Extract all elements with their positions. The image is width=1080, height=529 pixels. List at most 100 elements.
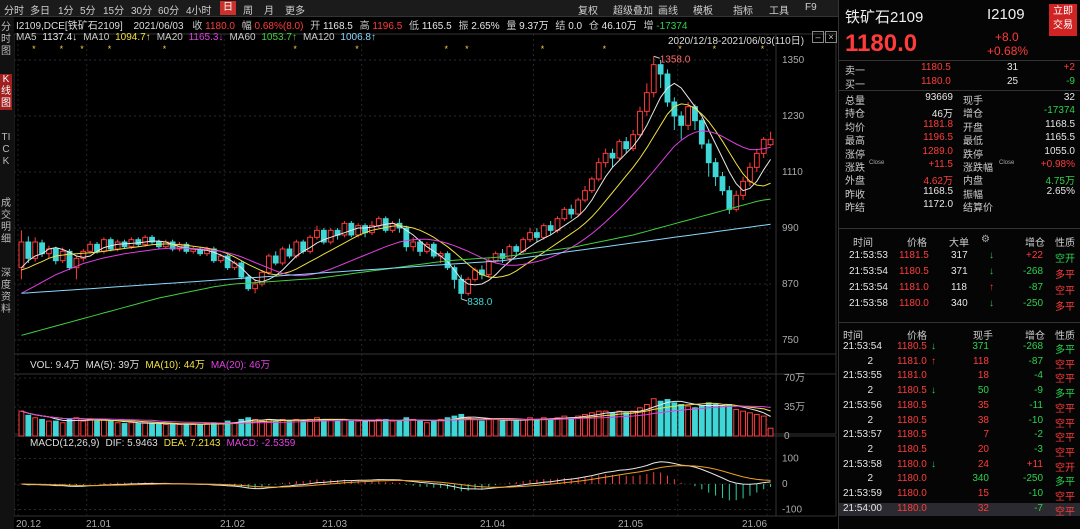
candle[interactable] (719, 172, 726, 196)
close-icon[interactable]: × (825, 31, 837, 43)
candle[interactable] (698, 118, 705, 149)
toolbar-item[interactable]: 复权 (578, 6, 598, 17)
candle[interactable] (465, 277, 472, 296)
toolbar-item[interactable]: 分时 (4, 6, 24, 17)
candle[interactable] (73, 256, 80, 280)
candle[interactable] (657, 60, 664, 88)
candle[interactable] (561, 207, 568, 221)
side-tab[interactable]: 成交明细 (1, 198, 11, 245)
candle[interactable] (272, 251, 279, 266)
candle[interactable] (341, 221, 348, 238)
toolbar-item[interactable]: 超级叠加 (613, 6, 653, 17)
candle[interactable] (451, 265, 458, 289)
candle[interactable] (320, 228, 327, 245)
toolbar-item[interactable]: 工具 (769, 6, 789, 17)
candle[interactable] (279, 246, 286, 266)
candle[interactable] (588, 176, 595, 193)
candle[interactable] (609, 148, 616, 168)
candle[interactable] (506, 244, 513, 261)
candle[interactable] (753, 148, 760, 172)
candle[interactable] (616, 139, 623, 161)
candle[interactable] (671, 97, 678, 130)
candle[interactable] (87, 241, 94, 254)
candle[interactable] (540, 223, 547, 240)
candle[interactable] (712, 158, 719, 186)
candle[interactable] (417, 239, 423, 256)
candle[interactable] (767, 131, 774, 147)
candle[interactable] (25, 236, 32, 263)
candle[interactable] (630, 130, 637, 151)
ma-name: MA10 (83, 32, 110, 43)
candle[interactable] (637, 106, 643, 137)
candle[interactable] (224, 253, 231, 270)
close-value: 1180.0 (205, 21, 235, 32)
candle[interactable] (327, 228, 334, 245)
candle[interactable] (479, 265, 485, 280)
collapse-icon[interactable]: – (812, 31, 824, 43)
toolbar-item[interactable]: 30分 (131, 6, 153, 17)
volume-bar (162, 423, 169, 437)
candle[interactable] (369, 221, 375, 235)
candle[interactable] (149, 235, 155, 245)
toolbar-item[interactable]: 日 (220, 1, 236, 15)
candle[interactable] (643, 83, 650, 116)
candle[interactable] (582, 186, 588, 203)
candle[interactable] (107, 237, 114, 252)
candle[interactable] (513, 244, 520, 256)
settings-icon[interactable]: ⚙ (981, 234, 990, 245)
candle[interactable] (595, 158, 602, 182)
candle[interactable] (252, 279, 259, 294)
side-tab[interactable]: 分时图 (1, 22, 11, 57)
candle[interactable] (685, 102, 691, 130)
candle[interactable] (568, 204, 575, 219)
candle[interactable] (650, 56, 657, 98)
candle[interactable] (458, 274, 465, 299)
toolbar-item[interactable]: 画线 (658, 6, 678, 17)
candle[interactable] (197, 246, 204, 256)
candle[interactable] (348, 221, 355, 238)
candle[interactable] (80, 249, 87, 262)
candle[interactable] (623, 137, 630, 154)
candle[interactable] (46, 245, 52, 259)
candle[interactable] (259, 270, 265, 287)
side-tab[interactable]: TICK (1, 132, 11, 167)
toolbar-item[interactable]: 多日 (30, 6, 50, 17)
side-tab[interactable]: 深度资料 (1, 268, 11, 315)
candle[interactable] (142, 235, 149, 247)
candle[interactable] (169, 239, 176, 252)
candle[interactable] (602, 148, 609, 168)
candle[interactable] (705, 139, 712, 177)
toolbar-item[interactable]: 周 (243, 6, 253, 17)
toolbar-item[interactable]: 指标 (733, 6, 753, 17)
candle[interactable] (286, 244, 293, 259)
candle[interactable] (307, 235, 313, 254)
toolbar-item[interactable]: 60分 (158, 6, 180, 17)
toolbar-item[interactable]: 更多 (285, 6, 305, 17)
candle[interactable] (760, 137, 767, 158)
toolbar-item[interactable]: 1分 (58, 6, 74, 17)
toolbar-item[interactable]: F9 (805, 2, 817, 13)
toolbar-item[interactable]: 4小时 (186, 6, 212, 17)
candle[interactable] (314, 225, 320, 240)
candle[interactable] (575, 197, 582, 217)
candle[interactable] (32, 237, 39, 262)
candle[interactable] (533, 228, 540, 242)
candle[interactable] (18, 230, 25, 280)
candle[interactable] (190, 246, 197, 254)
candle[interactable] (135, 237, 142, 247)
toolbar-item[interactable]: 15分 (103, 6, 125, 17)
candle[interactable] (334, 228, 341, 240)
side-tab[interactable]: K线图 (0, 74, 12, 110)
candle[interactable] (547, 221, 554, 235)
candle[interactable] (265, 253, 272, 275)
candle[interactable] (362, 223, 368, 238)
toolbar-item[interactable]: 5分 (80, 6, 96, 17)
candle[interactable] (527, 228, 533, 242)
candle[interactable] (733, 190, 740, 212)
candle[interactable] (678, 111, 685, 140)
toolbar-item[interactable]: 月 (264, 6, 274, 17)
toolbar-item[interactable]: 模板 (693, 6, 713, 17)
last-price: 1180.0 (845, 30, 918, 57)
trade-button[interactable]: 立即交易 (1049, 4, 1077, 36)
